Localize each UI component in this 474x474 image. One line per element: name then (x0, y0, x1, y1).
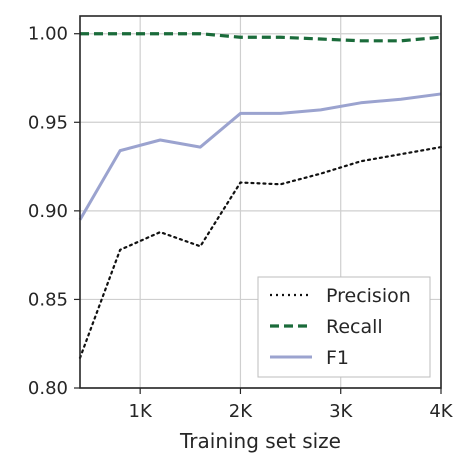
series-line-precision (78, 145, 443, 359)
x-tick-label: 3K (329, 401, 353, 422)
y-tick-label: 0.90 (28, 201, 68, 222)
series-line-f1 (78, 92, 442, 221)
y-tick-label: 0.95 (28, 112, 68, 133)
series-line-recall (80, 32, 442, 43)
legend-label-precision: Precision (326, 285, 411, 307)
legend: Precision Recall F1 (257, 276, 431, 378)
x-tick-label: 4K (429, 401, 453, 422)
x-tick-label: 2K (229, 401, 253, 422)
y-tick-label: 0.80 (28, 378, 68, 399)
plot-frame (79, 15, 442, 389)
series-layer (78, 32, 443, 359)
legend-label-recall: Recall (326, 316, 383, 338)
y-tick-label: 1.00 (28, 24, 68, 45)
y-tick-label: 0.85 (28, 289, 68, 310)
x-tick-label: 1K (129, 401, 153, 422)
legend-label-f1: F1 (326, 347, 349, 369)
x-axis-title: Training set size (179, 429, 341, 453)
axis-ticks: 1K 2K 3K 4K 0.80 0.85 0.90 0.95 1.00 (28, 24, 454, 422)
